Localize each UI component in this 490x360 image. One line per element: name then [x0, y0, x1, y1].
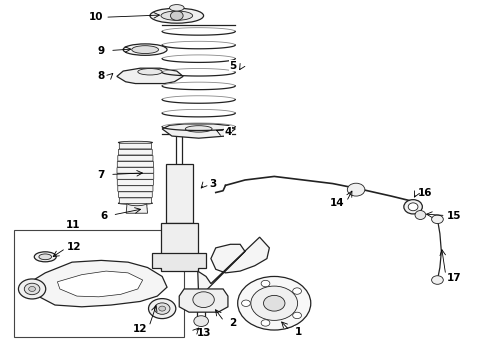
Circle shape	[432, 215, 443, 224]
Text: 3: 3	[210, 179, 217, 189]
FancyBboxPatch shape	[117, 180, 153, 185]
Polygon shape	[30, 260, 167, 307]
Circle shape	[261, 280, 270, 287]
Ellipse shape	[118, 141, 152, 144]
Text: 6: 6	[100, 211, 107, 221]
Circle shape	[24, 283, 40, 295]
Ellipse shape	[150, 8, 203, 23]
Polygon shape	[152, 253, 206, 271]
Polygon shape	[166, 164, 193, 223]
Circle shape	[19, 279, 46, 299]
Text: 5: 5	[229, 61, 237, 71]
Circle shape	[293, 288, 301, 294]
Polygon shape	[162, 124, 235, 138]
Circle shape	[242, 300, 250, 306]
Text: 17: 17	[447, 273, 462, 283]
Ellipse shape	[39, 254, 51, 260]
Text: 16: 16	[418, 188, 433, 198]
Ellipse shape	[138, 68, 162, 75]
Polygon shape	[179, 289, 228, 312]
Ellipse shape	[118, 202, 152, 204]
Circle shape	[148, 298, 176, 319]
Ellipse shape	[408, 203, 418, 211]
FancyBboxPatch shape	[119, 149, 152, 155]
Text: 11: 11	[66, 220, 80, 230]
Polygon shape	[161, 223, 198, 269]
Circle shape	[159, 306, 166, 311]
Text: 13: 13	[196, 328, 211, 338]
Circle shape	[29, 287, 35, 292]
Ellipse shape	[34, 252, 56, 262]
Ellipse shape	[161, 11, 193, 20]
FancyBboxPatch shape	[119, 198, 151, 203]
Text: 4: 4	[224, 127, 232, 137]
Text: 7: 7	[98, 170, 105, 180]
Polygon shape	[126, 203, 147, 213]
Text: 9: 9	[98, 46, 105, 56]
Text: 10: 10	[89, 13, 104, 22]
FancyBboxPatch shape	[118, 156, 153, 161]
Text: 1: 1	[295, 327, 302, 337]
Circle shape	[264, 296, 285, 311]
Text: 12: 12	[133, 324, 147, 334]
Circle shape	[194, 316, 208, 327]
Ellipse shape	[123, 44, 167, 55]
Circle shape	[171, 11, 183, 20]
Circle shape	[432, 276, 443, 284]
Ellipse shape	[415, 211, 426, 220]
Ellipse shape	[170, 5, 184, 11]
Polygon shape	[117, 68, 183, 84]
FancyBboxPatch shape	[14, 230, 184, 337]
Circle shape	[238, 276, 311, 330]
Circle shape	[251, 286, 297, 320]
Circle shape	[347, 183, 365, 196]
FancyBboxPatch shape	[117, 161, 153, 167]
FancyBboxPatch shape	[119, 192, 152, 198]
FancyBboxPatch shape	[117, 167, 154, 173]
Circle shape	[193, 292, 214, 307]
FancyBboxPatch shape	[117, 174, 154, 179]
Ellipse shape	[185, 126, 212, 132]
Circle shape	[261, 320, 270, 326]
Text: 14: 14	[330, 198, 345, 208]
FancyBboxPatch shape	[118, 186, 153, 192]
Text: 2: 2	[229, 318, 237, 328]
Text: 12: 12	[67, 242, 82, 252]
FancyBboxPatch shape	[119, 143, 151, 149]
Polygon shape	[198, 237, 270, 298]
Circle shape	[154, 303, 170, 314]
Text: 8: 8	[98, 71, 105, 81]
Ellipse shape	[127, 201, 147, 206]
Text: 15: 15	[447, 211, 462, 221]
Polygon shape	[57, 271, 143, 297]
Ellipse shape	[132, 46, 159, 54]
Circle shape	[293, 312, 301, 319]
Ellipse shape	[404, 200, 422, 214]
